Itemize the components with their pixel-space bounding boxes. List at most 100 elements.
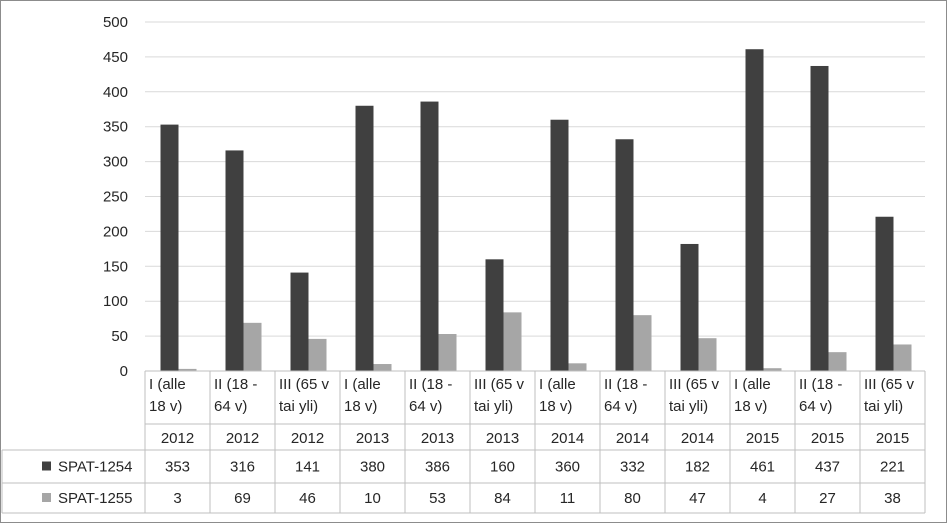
data-table: I (alle 18 v) 2012 II (18 - 64 v) 2012 III (65… — [1, 370, 926, 514]
bar-spat-1254-7 — [615, 139, 634, 371]
year-label: 2015 — [876, 430, 909, 447]
table-value: 53 — [429, 490, 446, 507]
table-value: 316 — [230, 459, 255, 476]
bar-spat-1255-9 — [763, 368, 782, 371]
table-value: 38 — [884, 490, 901, 507]
legend-key-spat-1254 — [42, 461, 51, 471]
table-value: 221 — [880, 459, 905, 476]
y-tick-label: 200 — [103, 223, 128, 240]
bar-spat-1255-1 — [243, 322, 262, 371]
category-label: tai yli) — [279, 398, 318, 415]
category-label: 64 v) — [409, 398, 442, 415]
category-label: III (65 v — [279, 376, 330, 393]
bar-spat-1255-7 — [633, 315, 652, 371]
bars — [160, 49, 912, 372]
year-label: 2013 — [421, 430, 454, 447]
year-label: 2015 — [746, 430, 779, 447]
table-value: 27 — [819, 490, 836, 507]
table-value: 69 — [234, 490, 251, 507]
year-label: 2012 — [161, 430, 194, 447]
y-axis-ticks: 0 50 100 150 200 250 300 350 400 450 500 — [103, 14, 128, 380]
year-label: 2014 — [681, 430, 714, 447]
gridlines — [145, 21, 925, 337]
category-label: I (alle — [149, 376, 186, 393]
category-label: III (65 v — [669, 376, 720, 393]
series-name: SPAT-1254 — [58, 459, 133, 476]
year-label: 2014 — [551, 430, 584, 447]
category-label: I (alle — [734, 376, 771, 393]
table-value: 11 — [560, 490, 576, 507]
year-label: 2013 — [356, 430, 389, 447]
bar-spat-1255-3 — [373, 364, 392, 371]
category-label: 64 v) — [604, 398, 637, 415]
year-label: 2014 — [616, 430, 649, 447]
y-tick-label: 0 — [120, 363, 128, 380]
category-label: I (alle — [539, 376, 576, 393]
year-label: 2012 — [226, 430, 259, 447]
y-tick-label: 350 — [103, 119, 128, 136]
bar-spat-1254-0 — [160, 124, 179, 371]
category-label: I (alle — [344, 376, 381, 393]
table-value: 332 — [620, 459, 645, 476]
table-value: 353 — [165, 459, 190, 476]
table-value: 4 — [758, 490, 766, 507]
category-label: 64 v) — [799, 398, 832, 415]
bar-spat-1255-11 — [893, 344, 912, 371]
bar-spat-1254-10 — [810, 65, 829, 371]
table-value: 437 — [815, 459, 840, 476]
bar-spat-1254-6 — [550, 119, 569, 371]
bar-spat-1255-8 — [698, 338, 717, 371]
table-value: 182 — [685, 459, 710, 476]
bar-spat-1254-3 — [355, 105, 374, 371]
category-label: 18 v) — [734, 398, 767, 415]
y-tick-label: 250 — [103, 189, 128, 206]
category-label: tai yli) — [474, 398, 513, 415]
table-value: 160 — [490, 459, 515, 476]
bar-spat-1254-5 — [485, 259, 504, 371]
table-value: 141 — [295, 459, 320, 476]
category-label: tai yli) — [669, 398, 708, 415]
legend-key-spat-1255 — [42, 493, 51, 502]
table-value: 461 — [750, 459, 775, 476]
year-label: 2012 — [291, 430, 324, 447]
bar-spat-1254-4 — [420, 101, 439, 372]
table-value: 46 — [299, 490, 316, 507]
table-value: 80 — [624, 490, 641, 507]
series-name: SPAT-1255 — [58, 490, 133, 507]
y-tick-label: 500 — [103, 14, 128, 31]
category-label: tai yli) — [864, 398, 903, 415]
bar-spat-1255-5 — [503, 312, 522, 371]
table-value: 84 — [494, 490, 511, 507]
y-tick-label: 150 — [103, 258, 128, 275]
category-label: III (65 v — [864, 376, 915, 393]
y-tick-label: 50 — [111, 328, 128, 345]
bar-spat-1254-9 — [745, 49, 764, 372]
category-label: 18 v) — [149, 398, 182, 415]
bar-spat-1255-0 — [178, 368, 197, 371]
bar-spat-1255-2 — [308, 338, 327, 371]
y-tick-label: 450 — [103, 49, 128, 66]
table-value: 386 — [425, 459, 450, 476]
category-label: 18 v) — [539, 398, 572, 415]
table-value: 47 — [689, 490, 706, 507]
bar-spat-1254-11 — [875, 216, 894, 371]
bar-spat-1255-10 — [828, 352, 847, 371]
y-tick-label: 100 — [103, 293, 128, 310]
category-label: II (18 - — [604, 376, 647, 393]
table-value: 360 — [555, 459, 580, 476]
category-label: 18 v) — [344, 398, 377, 415]
year-label: 2015 — [811, 430, 844, 447]
bar-spat-1255-6 — [568, 363, 587, 371]
year-label: 2013 — [486, 430, 519, 447]
y-tick-label: 300 — [103, 154, 128, 171]
category-label: II (18 - — [409, 376, 452, 393]
y-tick-label: 400 — [103, 84, 128, 101]
table-value: 10 — [364, 490, 381, 507]
bar-spat-1255-4 — [438, 334, 457, 371]
category-label: II (18 - — [214, 376, 257, 393]
category-label: III (65 v — [474, 376, 525, 393]
table-value: 380 — [360, 459, 385, 476]
category-label: 64 v) — [214, 398, 247, 415]
